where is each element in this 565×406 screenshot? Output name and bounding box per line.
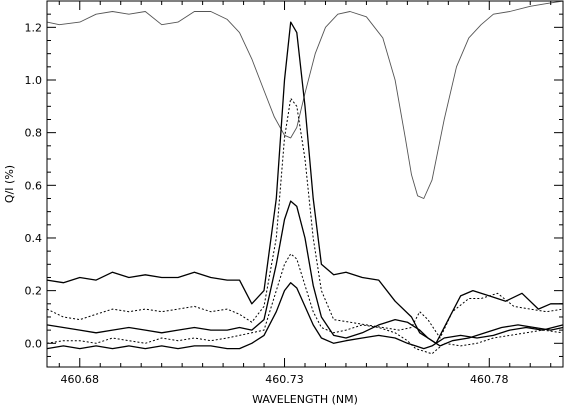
y-tick-label: 0.0 — [25, 337, 43, 350]
plot-frame — [46, 0, 564, 368]
series-line-2 — [46, 21, 563, 344]
x-tick-label: 460.68 — [61, 373, 100, 386]
series-line-5 — [46, 253, 564, 355]
y-tick-label: 0.8 — [25, 127, 43, 140]
y-tick-label: 1.0 — [25, 74, 43, 87]
y-tick-label: 1.2 — [25, 21, 43, 34]
tick-labels: 460.68 460.73 460.78 0.0 0.2 0.4 0.6 0.8 1.0 1.2 — [25, 21, 509, 386]
y-axis-label: Q/I (%) — [3, 165, 16, 203]
series-line-4 — [46, 200, 564, 347]
plot-series — [46, 0, 564, 355]
y-tick-label: 0.6 — [25, 179, 43, 192]
series-line-3 — [46, 97, 564, 339]
y-tick-label: 0.2 — [25, 285, 43, 298]
series-line-1 — [46, 0, 564, 199]
x-tick-label: 460.78 — [470, 373, 509, 386]
series-line-6 — [46, 282, 564, 350]
x-tick-label: 460.73 — [265, 373, 304, 386]
x-axis-label: WAVELENGTH (NM) — [252, 393, 358, 406]
axis-ticks — [47, 1, 563, 367]
y-tick-label: 0.4 — [25, 232, 43, 245]
